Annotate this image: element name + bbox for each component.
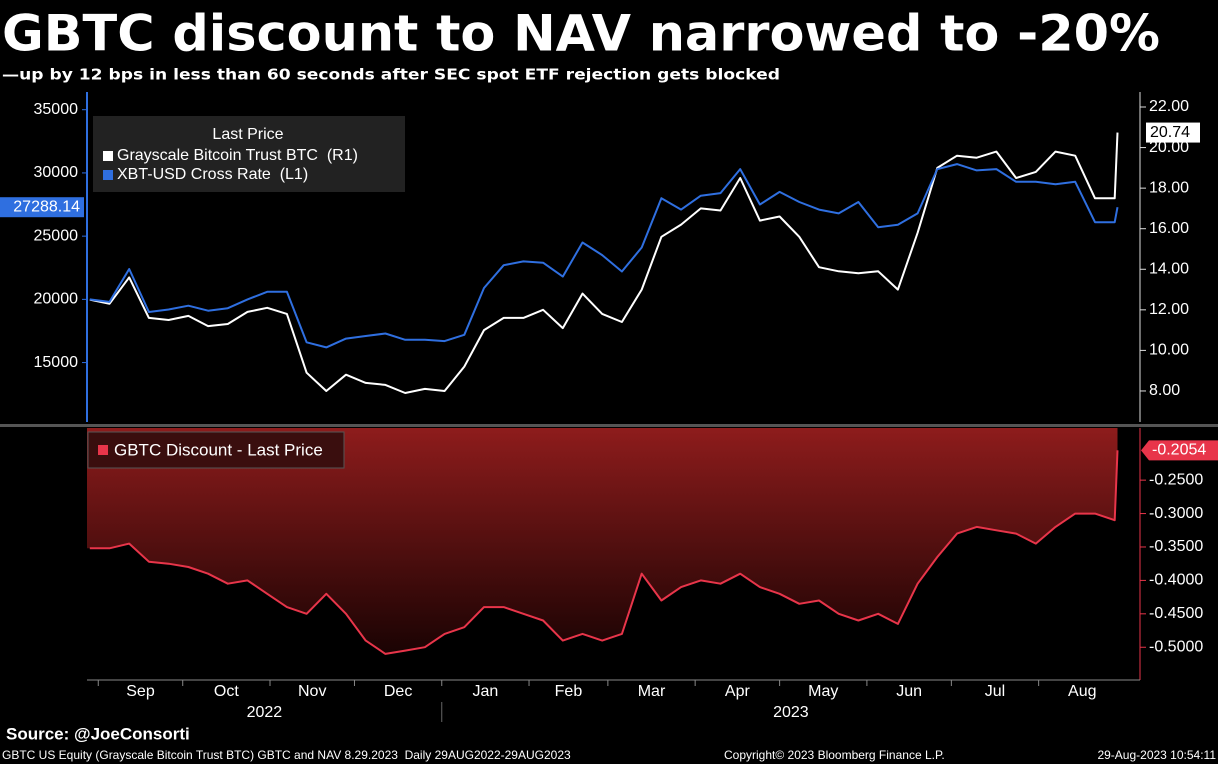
last-value: 27288.14 <box>13 198 80 215</box>
plots: 15000 20000 25000 30000 35000 8.00 10.00 12.00 1… <box>0 98 1218 722</box>
x-tick-label: Dec <box>384 683 412 700</box>
y-tick-label: -0.4500 <box>1149 605 1203 622</box>
legend-box <box>87 431 345 469</box>
year-label: 2022 <box>247 704 283 721</box>
y-tick-label: 25000 <box>34 227 79 244</box>
series-line <box>89 450 1119 655</box>
last-value-box <box>1141 440 1218 461</box>
y-tick-label: -0.5000 <box>1149 638 1203 655</box>
y2-tick-label: 12.00 <box>1149 301 1189 318</box>
x-tick-label: Mar <box>638 683 666 700</box>
y2-tick-label: 22.00 <box>1149 98 1189 115</box>
x-tick-label: Sep <box>126 683 155 700</box>
y-tick-label: -0.2500 <box>1149 471 1203 488</box>
y2-tick-label: 8.00 <box>1149 382 1180 399</box>
chart-title: GBTC discount to NAV narrowed to -20% <box>2 5 1160 63</box>
last-value-box <box>0 197 84 218</box>
x-tick-label: Jun <box>896 683 922 700</box>
footer-description: GBTC US Equity (Grayscale Bitcoin Trust … <box>2 748 571 762</box>
x-tick-label: Jul <box>985 683 1005 700</box>
y-tick-label: -0.3500 <box>1149 538 1203 555</box>
last-value: -0.2054 <box>1152 442 1206 459</box>
x-tick-label: Nov <box>298 683 326 700</box>
chart-subtitle: —up by 12 bps in less than 60 seconds af… <box>2 66 780 84</box>
legend-box <box>93 116 405 192</box>
timestamp: 29-Aug-2023 10:54:11 <box>1097 748 1216 762</box>
series-line <box>89 163 1119 349</box>
year-label: 2023 <box>773 704 809 721</box>
legend-label: XBT-USD Cross Rate (L1) <box>117 166 308 183</box>
y-tick-label: 35000 <box>34 101 79 118</box>
y-tick-label: -0.3000 <box>1149 505 1203 522</box>
y-tick-label: -0.4000 <box>1149 572 1203 589</box>
legend-swatch <box>103 170 113 180</box>
series-line <box>89 132 1119 394</box>
legend-label: GBTC Discount - Last Price <box>114 440 323 459</box>
y2-tick-label: 16.00 <box>1149 220 1189 237</box>
last-value: 20.74 <box>1150 124 1190 141</box>
x-tick-label: May <box>808 683 838 700</box>
legend-label: Grayscale Bitcoin Trust BTC (R1) <box>117 147 358 164</box>
x-tick-label: Apr <box>725 683 751 700</box>
area-fill <box>87 428 1118 654</box>
y-tick-label: 30000 <box>34 164 79 181</box>
panel-divider <box>0 424 1218 427</box>
x-tick-label: Aug <box>1068 683 1096 700</box>
x-tick-label: Oct <box>214 683 239 700</box>
source: Source: @JoeConsorti <box>6 724 190 743</box>
y2-tick-label: 14.00 <box>1149 260 1189 277</box>
legend-title: Last Price <box>212 126 283 143</box>
legend-swatch <box>98 445 108 455</box>
y2-tick-label: 18.00 <box>1149 179 1189 196</box>
copyright: Copyright© 2023 Bloomberg Finance L.P. <box>724 748 945 762</box>
y2-tick-label: 20.00 <box>1149 139 1189 156</box>
legend-swatch <box>103 151 113 161</box>
y-tick-label: 20000 <box>34 291 79 308</box>
y-tick-label: 15000 <box>34 354 79 371</box>
x-tick-label: Feb <box>555 683 583 700</box>
last-value-box <box>1146 122 1200 143</box>
y2-tick-label: 10.00 <box>1149 342 1189 359</box>
x-tick-label: Jan <box>472 683 498 700</box>
